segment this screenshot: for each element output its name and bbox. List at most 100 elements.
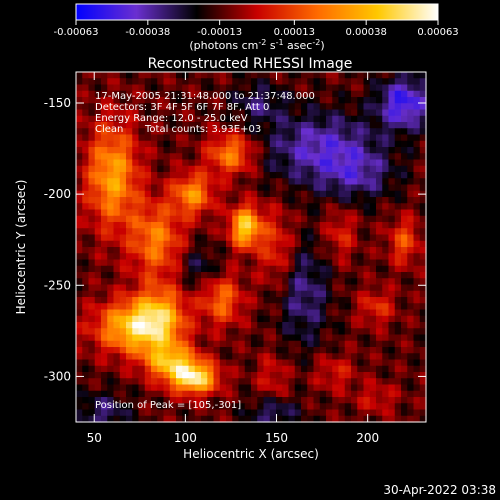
heatmap-cell [389, 328, 396, 335]
heatmap-cell [339, 272, 346, 279]
heatmap-cell [345, 210, 352, 217]
heatmap-cell [276, 285, 283, 292]
heatmap-cell [407, 322, 414, 329]
heatmap-cell [76, 85, 83, 92]
heatmap-cell [407, 153, 414, 160]
heatmap-cell [314, 166, 321, 173]
heatmap-cell [251, 135, 258, 142]
heatmap-cell [201, 385, 208, 392]
heatmap-cell [282, 360, 289, 367]
heatmap-cell [364, 191, 371, 198]
heatmap-cell [401, 385, 408, 392]
heatmap-cell [251, 160, 258, 167]
heatmap-cell [376, 372, 383, 379]
heatmap-cell [182, 253, 189, 260]
heatmap-cell [257, 210, 264, 217]
heatmap-cell [270, 216, 277, 223]
heatmap-cell [276, 247, 283, 254]
heatmap-cell [270, 397, 277, 404]
heatmap-cell [170, 291, 177, 298]
heatmap-cell [245, 241, 252, 248]
heatmap-cell [201, 285, 208, 292]
heatmap-cell [232, 228, 239, 235]
heatmap-cell [289, 135, 296, 142]
heatmap-cell [145, 366, 152, 373]
heatmap-cell [351, 128, 358, 135]
heatmap-cell [370, 403, 377, 410]
heatmap-cell [401, 266, 408, 273]
heatmap-cell [301, 147, 308, 154]
heatmap-cell [245, 403, 252, 410]
heatmap-cell [351, 391, 358, 398]
heatmap-cell [364, 91, 371, 98]
heatmap-cell [382, 210, 389, 217]
heatmap-cell [282, 328, 289, 335]
heatmap-cell [407, 147, 414, 154]
heatmap-cell [276, 266, 283, 273]
heatmap-cell [195, 222, 202, 229]
heatmap-cell [139, 291, 146, 298]
heatmap-cell [282, 147, 289, 154]
heatmap-cell [232, 303, 239, 310]
heatmap-cell [82, 335, 89, 342]
heatmap-cell [307, 397, 314, 404]
heatmap-cell [132, 166, 139, 173]
heatmap-cell [239, 253, 246, 260]
heatmap-cell [301, 272, 308, 279]
heatmap-cell [295, 347, 302, 354]
heatmap-cell [201, 203, 208, 210]
heatmap-cell [89, 247, 96, 254]
heatmap-cell [357, 178, 364, 185]
heatmap-cell [289, 197, 296, 204]
heatmap-cell [107, 347, 114, 354]
heatmap-cell [220, 172, 227, 179]
heatmap-cell [276, 335, 283, 342]
heatmap-cell [364, 235, 371, 242]
heatmap-cell [370, 110, 377, 117]
heatmap-cell [257, 391, 264, 398]
heatmap-cell [395, 135, 402, 142]
heatmap-cell [289, 341, 296, 348]
heatmap-cell [395, 360, 402, 367]
heatmap-cell [95, 353, 102, 360]
heatmap-cell [82, 203, 89, 210]
heatmap-cell [345, 203, 352, 210]
heatmap-cell [139, 253, 146, 260]
heatmap-cell [395, 97, 402, 104]
heatmap-cell [214, 260, 221, 267]
heatmap-cell [76, 278, 83, 285]
heatmap-cell [270, 116, 277, 123]
heatmap-cell [245, 316, 252, 323]
heatmap-cell [76, 266, 83, 273]
heatmap-cell [257, 310, 264, 317]
heatmap-cell [301, 172, 308, 179]
heatmap-cell [295, 228, 302, 235]
heatmap-cell [345, 141, 352, 148]
heatmap-cell [251, 328, 258, 335]
heatmap-cell [76, 360, 83, 367]
heatmap-cell [295, 153, 302, 160]
heatmap-cell [195, 160, 202, 167]
heatmap-cell [132, 297, 139, 304]
heatmap-cell [382, 78, 389, 85]
heatmap-cell [376, 135, 383, 142]
heatmap-cell [282, 291, 289, 298]
heatmap-cell [89, 185, 96, 192]
heatmap-cell [295, 272, 302, 279]
heatmap-cell [89, 216, 96, 223]
heatmap-cell [307, 322, 314, 329]
heatmap-cell [226, 328, 233, 335]
heatmap-cell [364, 328, 371, 335]
heatmap-cell [345, 360, 352, 367]
heatmap-cell [164, 166, 171, 173]
heatmap-cell [345, 178, 352, 185]
heatmap-cell [232, 185, 239, 192]
heatmap-cell [395, 141, 402, 148]
heatmap-cell [370, 172, 377, 179]
heatmap-cell [364, 228, 371, 235]
heatmap-cell [257, 341, 264, 348]
heatmap-cell [339, 110, 346, 117]
heatmap-cell [382, 116, 389, 123]
heatmap-cell [101, 316, 108, 323]
heatmap-cell [120, 185, 127, 192]
